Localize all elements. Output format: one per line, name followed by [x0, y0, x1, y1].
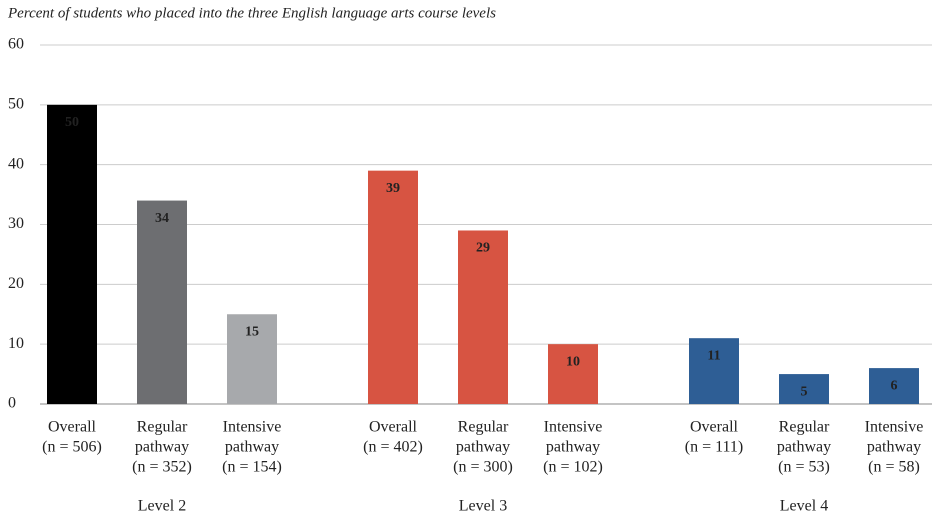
x-tick-label: (n = 402) [363, 439, 423, 456]
group-label: Level 3 [459, 498, 507, 515]
x-tick-label: Regular [458, 419, 509, 436]
y-tick-label: 50 [8, 96, 24, 113]
y-tick-label: 40 [8, 155, 24, 172]
x-tick-label: (n = 154) [222, 459, 282, 476]
x-tick-label: Overall [690, 419, 739, 436]
value-label: 34 [155, 211, 169, 226]
x-tick-label: pathway [225, 439, 279, 456]
value-label: 10 [566, 354, 580, 369]
x-tick-label: (n = 102) [543, 459, 603, 476]
x-tick-label: Regular [779, 419, 830, 436]
bar [47, 104, 97, 404]
x-tick-label: (n = 506) [42, 439, 102, 456]
bar [137, 200, 187, 404]
x-tick-label: pathway [777, 439, 831, 456]
x-tick-label: (n = 58) [868, 459, 920, 476]
value-label: 6 [891, 378, 898, 393]
value-label: 15 [245, 324, 259, 339]
x-tick-label: pathway [456, 439, 510, 456]
x-tick-label: Overall [48, 419, 97, 436]
y-tick-label: 30 [8, 215, 24, 232]
x-tick-label: (n = 300) [453, 459, 513, 476]
bar [548, 344, 598, 404]
bar [227, 314, 277, 404]
y-tick-label: 0 [8, 395, 16, 412]
x-tick-label: (n = 111) [685, 439, 744, 456]
y-tick-label: 10 [8, 335, 24, 352]
x-tick-label: pathway [135, 439, 189, 456]
x-tick-label: pathway [546, 439, 600, 456]
x-tick-label: Regular [137, 419, 188, 436]
bar [779, 374, 829, 404]
bar [869, 368, 919, 404]
x-tick-label: Overall [369, 419, 418, 436]
value-label: 5 [801, 384, 808, 399]
y-tick-label: 20 [8, 275, 24, 292]
bar [368, 170, 418, 404]
value-label: 29 [476, 241, 490, 256]
x-tick-label: pathway [867, 439, 921, 456]
group-label: Level 2 [138, 498, 186, 515]
x-tick-label: Intensive [223, 419, 282, 436]
group-label: Level 4 [780, 498, 828, 515]
x-tick-label: Intensive [544, 419, 603, 436]
value-label: 11 [707, 348, 720, 363]
y-tick-label: 60 [8, 36, 24, 53]
x-tick-label: (n = 352) [132, 459, 192, 476]
bar [458, 230, 508, 404]
x-tick-label: (n = 53) [778, 459, 830, 476]
x-tick-label: Intensive [865, 419, 924, 436]
value-label: 50 [65, 115, 79, 130]
value-label: 39 [386, 181, 400, 196]
chart-title: Percent of students who placed into the … [7, 5, 496, 21]
bar [689, 338, 739, 404]
